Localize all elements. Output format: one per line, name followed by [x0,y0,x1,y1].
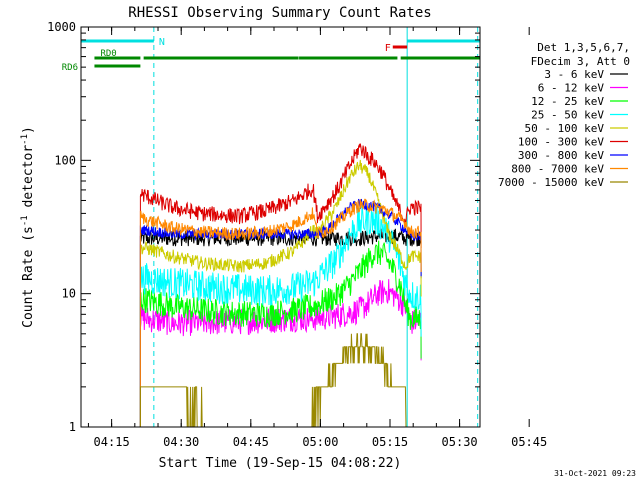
y-axis: 1 10 100 1000 [47,20,480,434]
y-axis-label-end: ) [21,126,36,134]
legend-label: 7000 - 15000 keV [498,176,604,189]
y-tick-label: 100 [54,153,76,167]
legend-label: 100 - 300 keV [518,136,604,149]
legend: Det 1,3,5,6,7,FDecim 3, Att 03 - 6 keV6 … [498,41,630,189]
y-axis-label: Count Rate (s-1 detector-1) [20,126,36,328]
y-tick-label: 1 [69,420,76,434]
legend-label: 800 - 7000 keV [511,163,604,176]
y-tick-label: 1000 [47,20,76,34]
series-line-8 [139,198,422,427]
legend-label: 3 - 6 keV [544,68,604,81]
series-layer [139,143,422,428]
plot-area: N F RD0 RD6 [62,27,480,428]
rd6-label: RD6 [62,63,78,73]
y-tick-label: 10 [62,287,76,301]
footer-timestamp: 31-Oct-2021 09:23 [554,469,636,478]
y-axis-label-main: Count Rate (s [21,226,36,328]
legend-label: 12 - 25 keV [531,95,604,108]
x-tick-label: 04:30 [163,435,199,449]
x-tick-label: 05:30 [442,435,478,449]
series-line-9 [139,333,421,428]
y-axis-label-sup1: -1 [20,215,30,226]
annotation-layer: N F RD0 RD6 [62,27,480,427]
y-axis-label-sup2: -1 [20,134,30,145]
legend-header-line: Det 1,3,5,6,7, [537,41,630,54]
x-tick-label: 05:15 [372,435,408,449]
x-tick-label: 04:15 [94,435,130,449]
x-tick-label: 05:00 [302,435,338,449]
series-line-4 [139,205,422,427]
legend-label: 300 - 800 keV [518,149,604,162]
series-line-5 [139,159,422,427]
rd0-label: RD0 [100,49,116,59]
night-label: N [159,37,165,48]
x-axis-label: Start Time (19-Sep-15 04:08:22) [159,456,402,471]
plot-frame [80,26,481,428]
chart-title: RHESSI Observing Summary Count Rates [128,5,431,21]
legend-header-line: FDecim 3, Att 0 [531,55,630,68]
y-axis-label-mid: detector [21,145,36,216]
legend-label: 50 - 100 keV [525,122,605,135]
series-line-6 [139,143,422,427]
x-tick-label: 04:45 [233,435,269,449]
x-axis: 04:15 04:30 04:45 05:00 05:15 05:30 05:45 [87,27,547,449]
flare-label: F [385,43,391,54]
legend-label: 6 - 12 keV [538,82,605,95]
series-line-1 [139,228,422,427]
x-tick-label: 05:45 [511,435,547,449]
legend-label: 25 - 50 keV [531,109,604,122]
series-line-3 [139,240,422,427]
